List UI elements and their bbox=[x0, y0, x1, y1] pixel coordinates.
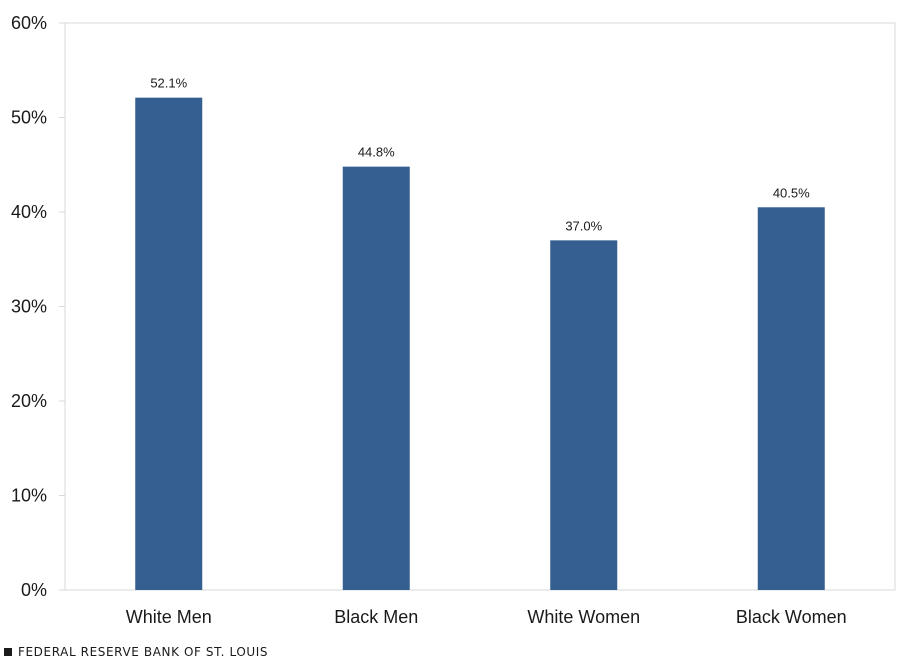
bar-chart: 0% 10% 20% 30% 40% 50% 60% 52.1% 44.8% 37.0% 40.5… bbox=[11, 13, 896, 627]
y-tick-label: 20% bbox=[11, 391, 47, 411]
bar bbox=[757, 207, 825, 590]
bar-data-label: 40.5% bbox=[773, 185, 810, 200]
bar bbox=[550, 240, 618, 590]
footer-text: FEDERAL RESERVE BANK OF ST. LOUIS bbox=[18, 645, 269, 659]
x-category-label: White Men bbox=[126, 607, 212, 627]
bar bbox=[135, 97, 203, 590]
y-tick-label: 0% bbox=[21, 580, 47, 600]
bar bbox=[342, 166, 410, 590]
data-labels: 52.1% 44.8% 37.0% 40.5% bbox=[150, 76, 810, 234]
bar-data-label: 44.8% bbox=[358, 145, 395, 160]
bar-data-label: 52.1% bbox=[150, 76, 187, 91]
source-footer: FEDERAL RESERVE BANK OF ST. LOUIS bbox=[4, 645, 268, 659]
x-category-label: Black Men bbox=[334, 607, 418, 627]
x-category-label: Black Women bbox=[736, 607, 847, 627]
y-tick-label: 60% bbox=[11, 13, 47, 33]
x-axis: White Men Black Men White Women Black Women bbox=[126, 607, 847, 627]
y-axis: 0% 10% 20% 30% 40% 50% 60% bbox=[11, 13, 65, 600]
y-tick-label: 30% bbox=[11, 297, 47, 317]
y-tick-label: 10% bbox=[11, 486, 47, 506]
bar-data-label: 37.0% bbox=[565, 218, 602, 233]
y-tick-label: 40% bbox=[11, 202, 47, 222]
y-tick-label: 50% bbox=[11, 108, 47, 128]
x-category-label: White Women bbox=[527, 607, 640, 627]
footer-square-icon bbox=[4, 648, 12, 656]
bar-series bbox=[135, 97, 825, 590]
